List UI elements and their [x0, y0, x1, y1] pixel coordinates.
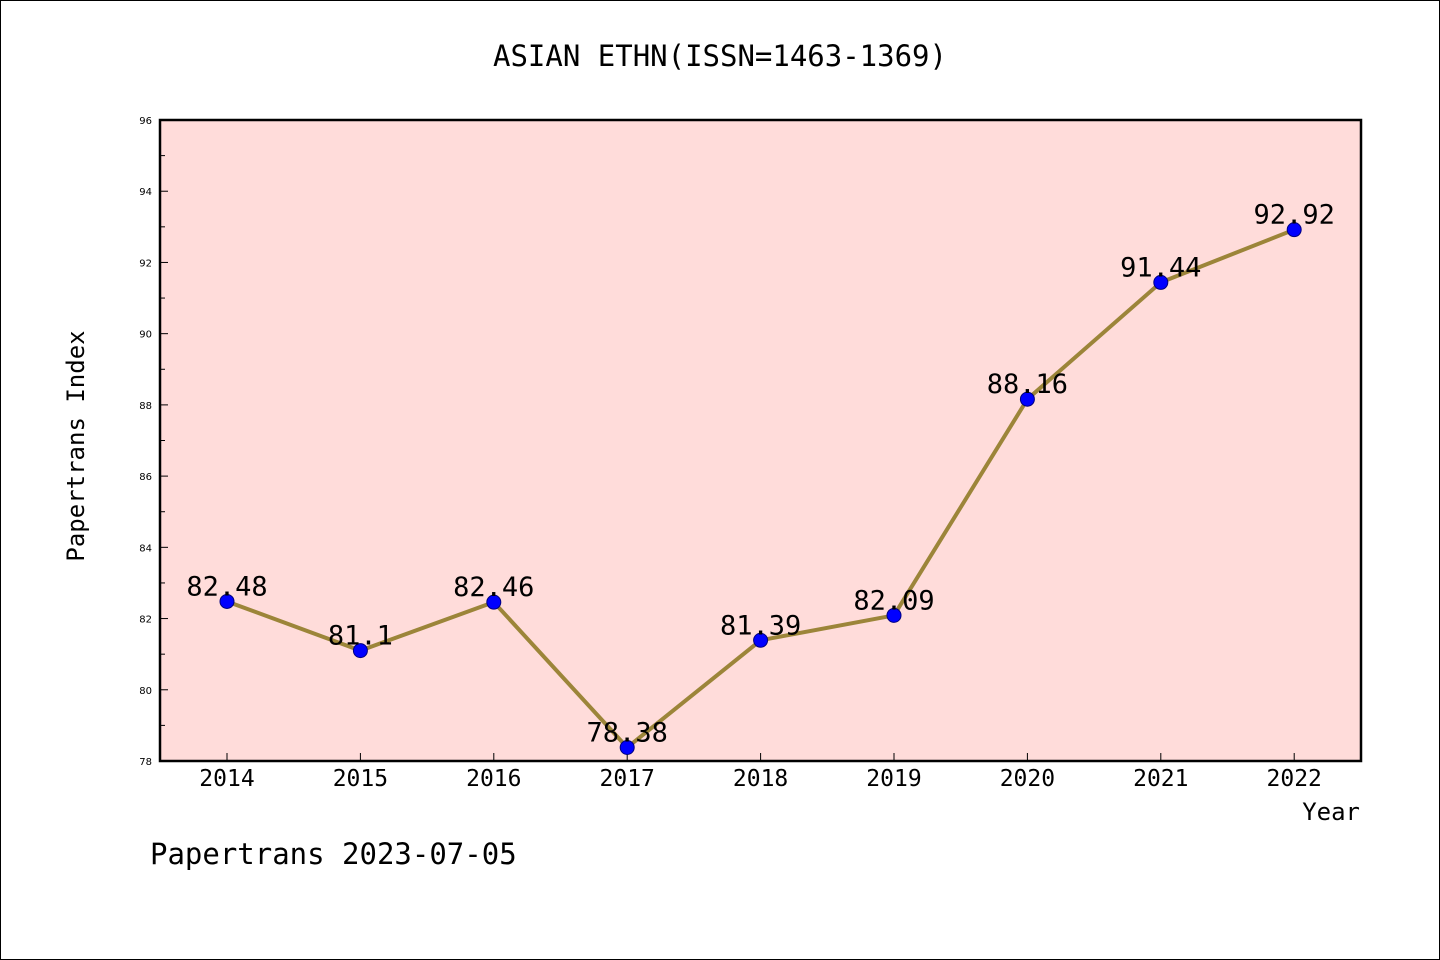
- data-point-marker: [486, 594, 502, 610]
- x-tick-label: 2020: [1000, 766, 1055, 792]
- footer-text: Papertrans 2023-07-05: [150, 837, 517, 871]
- y-tick-label: 96: [139, 116, 152, 127]
- data-labels-group: 82.48 81.1 82.46 78.38 81.39 82.09 88.16 91.44 9…: [186, 200, 1334, 749]
- data-point-label: 82.46: [453, 572, 534, 603]
- data-point-marker: [352, 643, 368, 659]
- x-tick-label: 2015: [333, 766, 388, 792]
- x-axis: 2014 2015 2016 2017 2018 2019 2020 2021 2022: [199, 753, 1322, 792]
- data-point-marker: [219, 593, 235, 609]
- data-point-label: 91.44: [1120, 252, 1201, 283]
- data-point-marker: [753, 632, 769, 648]
- y-tick-label: 92: [139, 258, 152, 269]
- data-point-label: 81.39: [720, 610, 801, 641]
- plot-area: [160, 120, 1361, 761]
- data-point-label: 92.92: [1254, 200, 1335, 231]
- y-tick-label: 86: [139, 472, 152, 483]
- x-tick-label: 2014: [199, 766, 254, 792]
- y-tick-label: 82: [139, 615, 152, 626]
- y-tick-label: 84: [139, 543, 152, 554]
- data-point-marker: [1153, 274, 1169, 290]
- y-tick-label: 80: [139, 686, 152, 697]
- chart-title: ASIAN ETHN(ISSN=1463-1369): [493, 39, 947, 73]
- x-tick-label: 2021: [1133, 766, 1188, 792]
- data-point-label: 81.1: [328, 621, 393, 652]
- data-point-marker: [886, 607, 902, 623]
- data-point-label: 78.38: [587, 717, 668, 748]
- y-tick-label: 94: [139, 187, 152, 198]
- x-axis-title: Year: [1302, 798, 1360, 826]
- x-tick-label: 2019: [866, 766, 921, 792]
- data-point-label: 88.16: [987, 369, 1068, 400]
- data-point-label: 82.48: [186, 571, 267, 602]
- y-tick-label: 88: [139, 401, 152, 412]
- data-point-marker: [1019, 391, 1035, 407]
- markers-group: [219, 222, 1302, 755]
- data-point-marker: [1286, 222, 1302, 238]
- y-tick-label: 90: [139, 330, 152, 341]
- data-point-marker: [619, 739, 635, 755]
- y-tick-label: 78: [139, 757, 152, 768]
- x-tick-label: 2016: [466, 766, 521, 792]
- x-tick-label: 2022: [1267, 766, 1322, 792]
- data-point-label: 82.09: [853, 585, 934, 616]
- y-axis-title: Papertrans Index: [62, 330, 90, 561]
- x-tick-label: 2018: [733, 766, 788, 792]
- x-tick-label: 2017: [600, 766, 655, 792]
- plot-border: [158, 118, 1363, 763]
